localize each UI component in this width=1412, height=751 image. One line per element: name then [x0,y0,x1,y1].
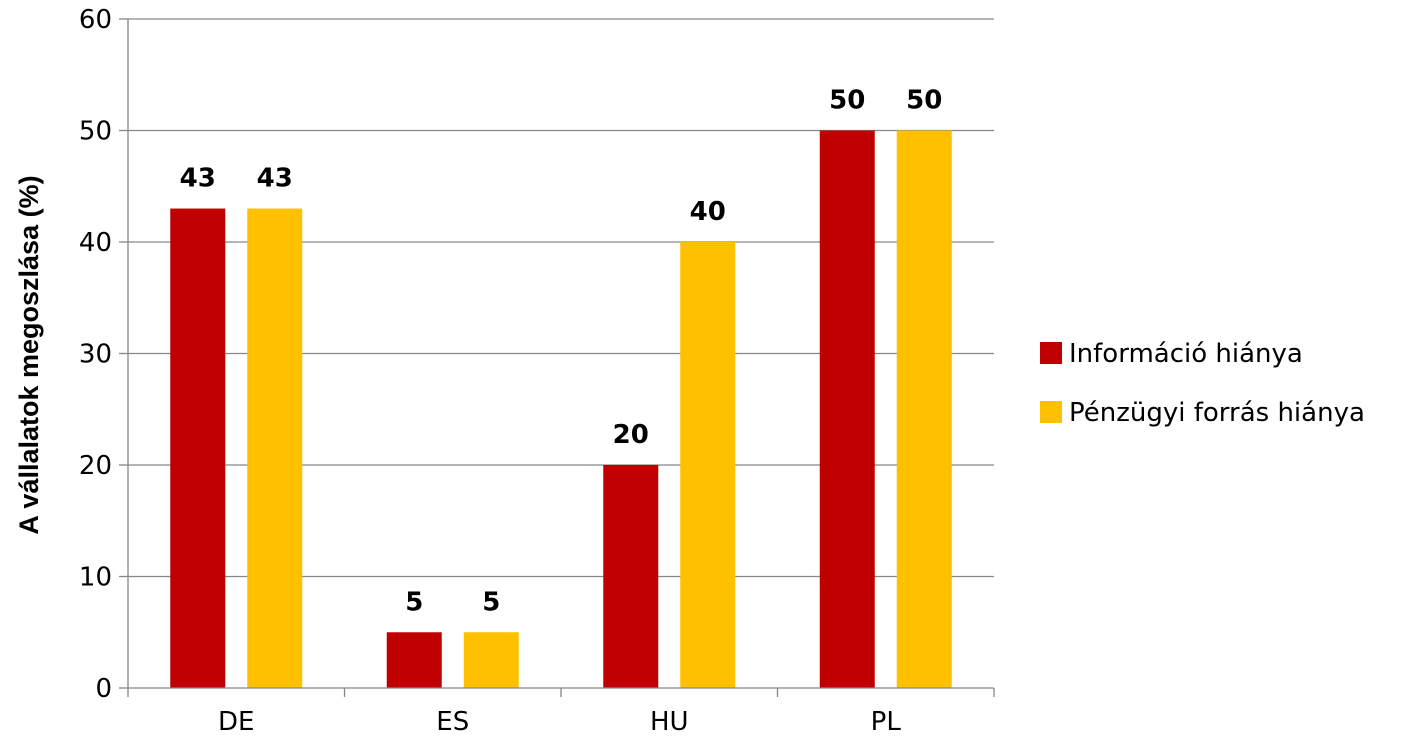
legend-swatch [1040,342,1062,364]
data-label: 5 [482,587,500,617]
data-label: 50 [906,86,942,116]
bar [819,130,875,688]
legend: Információ hiánya Pénzügyi forrás hiánya [1040,339,1365,428]
data-label: 43 [257,164,293,194]
bar [170,208,226,689]
bar [896,130,952,688]
y-tick-label: 60 [79,5,112,35]
legend-label: Információ hiánya [1069,339,1303,369]
bar [603,465,659,688]
y-tick-label: 20 [79,451,112,481]
bar [386,632,442,688]
x-tick-labels: DE ES HU PL [218,707,901,737]
bar [680,242,736,688]
data-label: 50 [829,86,865,116]
y-tick-label: 30 [79,340,112,370]
legend-label: Pénzügyi forrás hiánya [1069,398,1365,428]
x-tick-label: DE [218,707,254,737]
data-labels: 43 43 5 5 20 40 50 50 [180,86,943,618]
x-tick-label: HU [650,707,689,737]
data-label: 5 [405,587,423,617]
y-tick-labels: 0 10 20 30 40 50 60 [79,5,112,704]
bars [170,130,952,689]
data-label: 43 [180,164,216,194]
bar [247,208,303,689]
x-tick-label: ES [436,707,469,737]
axes [127,19,994,689]
data-label: 40 [690,197,726,227]
x-tick-label: PL [871,707,902,737]
bar [463,632,519,688]
y-tick-label: 40 [79,228,112,258]
legend-swatch [1040,401,1062,423]
y-axis-title: A vállalatok megoszlása (%) [14,175,44,534]
data-label: 20 [613,420,649,450]
y-tick-label: 50 [79,117,112,147]
y-tick-label: 0 [95,674,112,704]
y-tick-label: 10 [79,563,112,593]
